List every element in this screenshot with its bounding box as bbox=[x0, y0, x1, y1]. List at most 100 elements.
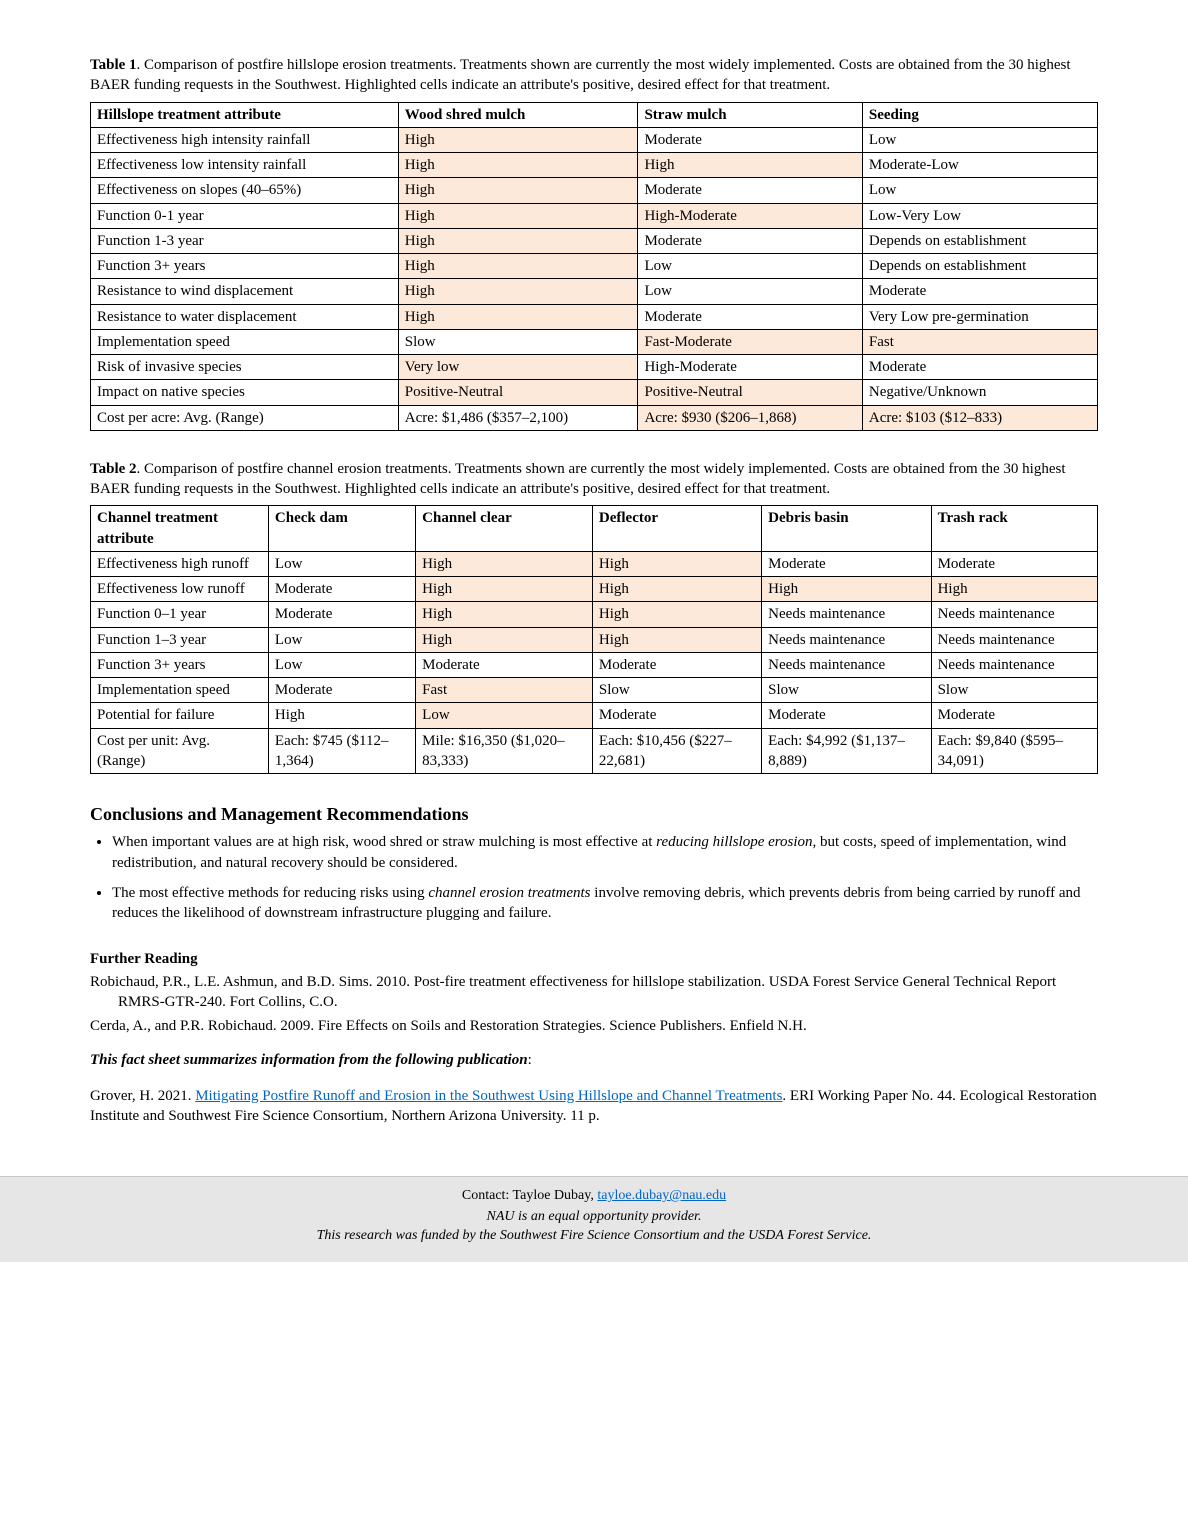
table2-attr-cell: Effectiveness low runoff bbox=[91, 577, 269, 602]
table2-value-cell: Low bbox=[268, 627, 415, 652]
table2-value-cell: Moderate bbox=[762, 703, 931, 728]
source-citation: Grover, H. 2021. Mitigating Postfire Run… bbox=[90, 1086, 1098, 1127]
further-reading-heading: Further Reading bbox=[90, 949, 1098, 969]
table2-value-cell: Moderate bbox=[931, 703, 1097, 728]
reference-2: Cerda, A., and P.R. Robichaud. 2009. Fir… bbox=[90, 1016, 1098, 1036]
table1-header-cell: Straw mulch bbox=[638, 102, 862, 127]
table2-row: Implementation speedModerateFastSlowSlow… bbox=[91, 678, 1098, 703]
table2-header-cell: Channel clear bbox=[416, 506, 593, 552]
table2-value-cell: Moderate bbox=[762, 551, 931, 576]
table2-value-cell: Needs maintenance bbox=[762, 627, 931, 652]
conclusions-list: When important values are at high risk, … bbox=[90, 832, 1098, 923]
table2-row: Effectiveness high runoffLowHighHighMode… bbox=[91, 551, 1098, 576]
table1-attr-cell: Cost per acre: Avg. (Range) bbox=[91, 405, 399, 430]
table1-value-cell: Depends on establishment bbox=[862, 228, 1097, 253]
table2-value-cell: Needs maintenance bbox=[931, 602, 1097, 627]
table1-row: Effectiveness low intensity rainfallHigh… bbox=[91, 153, 1098, 178]
table1-value-cell: High bbox=[398, 153, 638, 178]
table2-header-cell: Channel treatment attribute bbox=[91, 506, 269, 552]
footer-line2: NAU is an equal opportunity provider. bbox=[0, 1208, 1188, 1227]
table1-row: Impact on native speciesPositive-Neutral… bbox=[91, 380, 1098, 405]
table1-row: Effectiveness on slopes (40–65%)HighMode… bbox=[91, 178, 1098, 203]
table2-value-cell: High bbox=[416, 627, 593, 652]
table2: Channel treatment attributeCheck damChan… bbox=[90, 505, 1098, 774]
table1-value-cell: High-Moderate bbox=[638, 355, 862, 380]
table2-value-cell: Each: $4,992 ($1,137–8,889) bbox=[762, 728, 931, 774]
table1-row: Function 1-3 yearHighModerateDepends on … bbox=[91, 228, 1098, 253]
table1-value-cell: High bbox=[638, 153, 862, 178]
table2-value-cell: Needs maintenance bbox=[931, 652, 1097, 677]
table2-value-cell: High bbox=[416, 577, 593, 602]
table1-value-cell: Low bbox=[638, 254, 862, 279]
table2-row: Function 1–3 yearLowHighHighNeeds mainte… bbox=[91, 627, 1098, 652]
table2-value-cell: Needs maintenance bbox=[762, 652, 931, 677]
source-link[interactable]: Mitigating Postfire Runoff and Erosion i… bbox=[195, 1088, 782, 1104]
table2-row: Function 0–1 yearModerateHighHighNeeds m… bbox=[91, 602, 1098, 627]
table1-attr-cell: Function 1-3 year bbox=[91, 228, 399, 253]
table2-value-cell: Moderate bbox=[268, 678, 415, 703]
table1-value-cell: High bbox=[398, 228, 638, 253]
table2-value-cell: Moderate bbox=[268, 577, 415, 602]
footer: Contact: Tayloe Dubay, tayloe.dubay@nau.… bbox=[0, 1176, 1188, 1262]
table1-value-cell: High bbox=[398, 304, 638, 329]
table2-caption-rest: . Comparison of postfire channel erosion… bbox=[90, 461, 1066, 497]
table1-attr-cell: Function 3+ years bbox=[91, 254, 399, 279]
table2-attr-cell: Function 3+ years bbox=[91, 652, 269, 677]
table2-value-cell: Each: $10,456 ($227–22,681) bbox=[592, 728, 761, 774]
table2-value-cell: High bbox=[268, 703, 415, 728]
table1-value-cell: High bbox=[398, 279, 638, 304]
footer-line3: This research was funded by the Southwes… bbox=[0, 1227, 1188, 1246]
table1-value-cell: Low bbox=[638, 279, 862, 304]
table2-value-cell: Low bbox=[268, 652, 415, 677]
table2-value-cell: Moderate bbox=[931, 551, 1097, 576]
table2-attr-cell: Cost per unit: Avg. (Range) bbox=[91, 728, 269, 774]
table2-value-cell: Moderate bbox=[416, 652, 593, 677]
table1-attr-cell: Resistance to water displacement bbox=[91, 304, 399, 329]
table2-value-cell: Each: $9,840 ($595–34,091) bbox=[931, 728, 1097, 774]
table2-row: Cost per unit: Avg. (Range)Each: $745 ($… bbox=[91, 728, 1098, 774]
table1-value-cell: Moderate bbox=[638, 127, 862, 152]
reference-1: Robichaud, P.R., L.E. Ashmun, and B.D. S… bbox=[90, 972, 1098, 1013]
table2-value-cell: High bbox=[416, 551, 593, 576]
table2-value-cell: Needs maintenance bbox=[762, 602, 931, 627]
table2-value-cell: Low bbox=[268, 551, 415, 576]
conclusions-heading: Conclusions and Management Recommendatio… bbox=[90, 802, 1098, 826]
table1-row: Resistance to wind displacementHighLowMo… bbox=[91, 279, 1098, 304]
table2-value-cell: Mile: $16,350 ($1,020–83,333) bbox=[416, 728, 593, 774]
table1-value-cell: Fast-Moderate bbox=[638, 329, 862, 354]
table1-caption-rest: . Comparison of postfire hillslope erosi… bbox=[90, 57, 1071, 93]
table2-attr-cell: Potential for failure bbox=[91, 703, 269, 728]
table2-value-cell: Moderate bbox=[592, 652, 761, 677]
conclusion-item-1: When important values are at high risk, … bbox=[112, 832, 1098, 873]
table2-caption-bold: Table 2 bbox=[90, 461, 137, 477]
table2-header-cell: Deflector bbox=[592, 506, 761, 552]
table1-row: Function 3+ yearsHighLowDepends on estab… bbox=[91, 254, 1098, 279]
table2-value-cell: Each: $745 ($112–1,364) bbox=[268, 728, 415, 774]
table1-value-cell: Acre: $930 ($206–1,868) bbox=[638, 405, 862, 430]
table1-value-cell: Very low bbox=[398, 355, 638, 380]
table1-value-cell: Very Low pre-germination bbox=[862, 304, 1097, 329]
table2-value-cell: High bbox=[416, 602, 593, 627]
table1-value-cell: Acre: $1,486 ($357–2,100) bbox=[398, 405, 638, 430]
table1-value-cell: Positive-Neutral bbox=[398, 380, 638, 405]
table1-value-cell: High bbox=[398, 127, 638, 152]
table2-row: Potential for failureHighLowModerateMode… bbox=[91, 703, 1098, 728]
table1-value-cell: Fast bbox=[862, 329, 1097, 354]
table2-value-cell: Moderate bbox=[592, 703, 761, 728]
footer-contact: Contact: Tayloe Dubay, tayloe.dubay@nau.… bbox=[0, 1187, 1188, 1206]
source-intro: This fact sheet summarizes information f… bbox=[90, 1050, 1098, 1070]
table1-row: Effectiveness high intensity rainfallHig… bbox=[91, 127, 1098, 152]
table2-header-cell: Check dam bbox=[268, 506, 415, 552]
table2-value-cell: Low bbox=[416, 703, 593, 728]
table1-value-cell: High bbox=[398, 178, 638, 203]
table1-attr-cell: Risk of invasive species bbox=[91, 355, 399, 380]
table1-attr-cell: Impact on native species bbox=[91, 380, 399, 405]
table1-value-cell: High bbox=[398, 254, 638, 279]
table1: Hillslope treatment attributeWood shred … bbox=[90, 102, 1098, 431]
table1-row: Risk of invasive speciesVery lowHigh-Mod… bbox=[91, 355, 1098, 380]
table1-attr-cell: Effectiveness low intensity rainfall bbox=[91, 153, 399, 178]
table1-header-cell: Seeding bbox=[862, 102, 1097, 127]
table2-value-cell: Slow bbox=[592, 678, 761, 703]
table1-row: Cost per acre: Avg. (Range)Acre: $1,486 … bbox=[91, 405, 1098, 430]
footer-email-link[interactable]: tayloe.dubay@nau.edu bbox=[597, 1188, 726, 1203]
